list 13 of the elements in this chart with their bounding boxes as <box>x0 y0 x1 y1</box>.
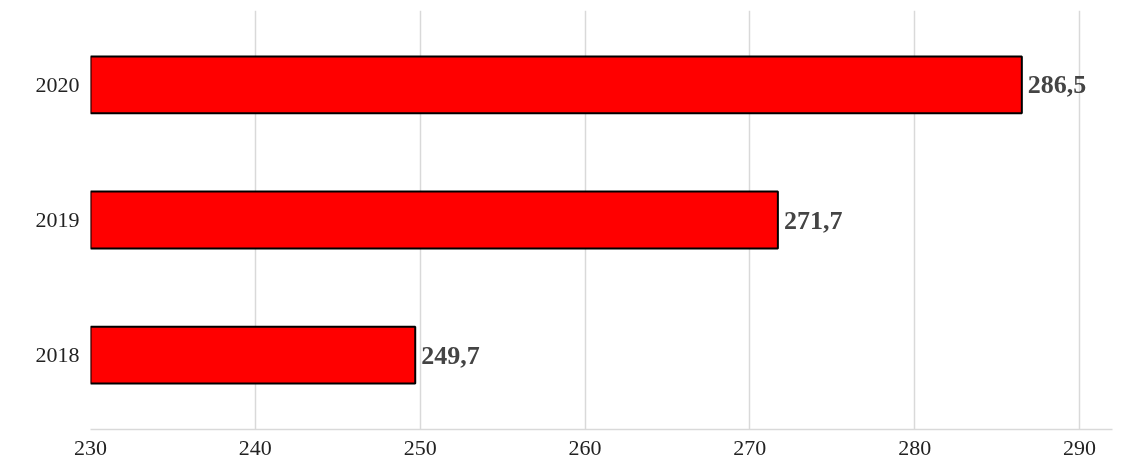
x-tick-label: 230 <box>74 434 107 457</box>
y-tick-label: 2018 <box>35 342 80 368</box>
x-tick-label: 250 <box>403 434 437 457</box>
x-tick-label: 280 <box>898 434 932 457</box>
y-tick-label: 2020 <box>35 71 80 97</box>
x-tick-label: 240 <box>238 434 272 457</box>
y-tick-label: 2019 <box>35 207 80 232</box>
x-tick-label: 260 <box>568 434 602 457</box>
x-tick-label: 270 <box>733 434 767 457</box>
x-tick-label: 290 <box>1063 434 1097 457</box>
data-label: 271,7 <box>783 205 843 235</box>
data-label: 286,5 <box>1027 70 1087 100</box>
data-label: 249,7 <box>421 340 480 370</box>
